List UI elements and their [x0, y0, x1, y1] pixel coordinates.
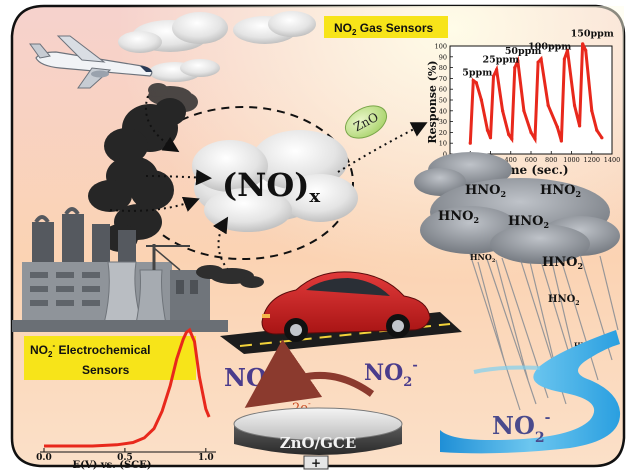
car-smoke [196, 265, 264, 288]
gas-data-point [494, 68, 499, 72]
gas-data-point [491, 74, 496, 78]
voltammetry-x-tick-label: 0.0 [36, 453, 52, 463]
gas-data-point [474, 81, 478, 85]
gas-data-point [513, 66, 517, 70]
gas-concentration-label: 25ppm [483, 55, 520, 66]
hno2-label: HNO2 [438, 209, 479, 225]
svg-text:NO2- Electrochemical: NO2- Electrochemical [30, 341, 151, 359]
gas-data-point [595, 128, 599, 132]
gas-y-tick-label: 60 [439, 86, 447, 94]
echem-sensor-title: NO2- Electrochemical Sensors [24, 336, 196, 380]
dotted-arrows [109, 95, 428, 271]
gas-y-tick-label: 90 [439, 53, 447, 61]
gas-data-point [578, 124, 582, 128]
voltammetry-curve [44, 327, 211, 448]
gas-data-point [536, 60, 540, 64]
voltammetry-chart: 0.0 0.5 1.0 E(V) vs. (SCE) [36, 327, 216, 471]
gas-data-point [590, 109, 594, 113]
river [440, 330, 621, 454]
svg-text:NO2 Gas Sensors: NO2 Gas Sensors [334, 21, 433, 37]
gas-data-point [559, 139, 563, 143]
hno2-label: HNO2 [542, 255, 583, 271]
gas-data-point [546, 103, 550, 107]
gas-data-point [510, 137, 514, 141]
river-no2-label: NO2- [492, 410, 551, 446]
airplane-icon [29, 35, 153, 89]
gas-x-tick-label: 1200 [583, 156, 600, 164]
svg-text:Sensors: Sensors [82, 363, 130, 377]
gas-data-point [501, 109, 505, 113]
svg-text:ZnO/GCE: ZnO/GCE [280, 434, 357, 452]
conversion-arrow [244, 339, 375, 408]
hno2-label: HNO2 [470, 252, 496, 264]
gas-x-tick-label: 1400 [604, 156, 621, 164]
gas-x-tick-label: 400 [505, 156, 517, 164]
zno-badge: ZnO [344, 105, 388, 139]
gas-y-axis-label: Response (%) [426, 60, 439, 143]
electrode-disc: ZnO/GCE + [233, 407, 403, 470]
rain-clouds [414, 152, 620, 264]
gas-y-tick-label: 70 [439, 75, 447, 83]
gas-data-point [581, 42, 585, 46]
hno2-label: HNO2 [465, 183, 506, 199]
gas-y-tick-label: 40 [439, 107, 447, 115]
voltammetry-x-tick-label: 1.0 [198, 453, 214, 463]
gas-data-point [468, 141, 472, 145]
gas-data-point [516, 59, 520, 63]
no2-ion-label: NO2- [364, 358, 418, 390]
gas-data-point [529, 130, 533, 134]
gas-y-tick-label: 50 [439, 97, 447, 105]
voltammetry-x-axis-label: E(V) vs. (SCE) [73, 460, 152, 471]
voltammetry-x-tick-label: 0.5 [117, 453, 133, 463]
gas-data-point [584, 48, 588, 52]
gas-data-point [533, 137, 537, 141]
gas-y-tick-label: 20 [439, 129, 447, 137]
hno2-label: HNO2 [540, 183, 581, 199]
gas-data-point [488, 136, 493, 140]
gas-x-tick-label: 1000 [563, 156, 580, 164]
car-icon [261, 271, 431, 342]
gas-data-point [522, 109, 526, 113]
gas-concentration-label: 150ppm [571, 29, 614, 40]
factory [12, 207, 228, 332]
hno2-label: HNO2 [548, 294, 580, 307]
gas-y-tick-label: 10 [439, 140, 447, 148]
gas-y-tick-label: 0 [443, 151, 447, 159]
gas-x-tick-label: 600 [525, 156, 537, 164]
gas-x-axis-label: Time (sec.) [493, 163, 568, 177]
gas-data-point [507, 132, 511, 137]
gas-data-point [479, 98, 483, 102]
gas-x-tick-label: 800 [545, 156, 557, 164]
gas-concentration-label: 5ppm [462, 68, 492, 79]
gas-data-point [555, 125, 559, 129]
gas-data-point [565, 48, 570, 52]
svg-text:+: + [311, 456, 321, 470]
nox-label: (NO)x [222, 166, 320, 207]
hno2-labels: HNO2 HNO2 HNO2 HNO2 HNO2 HNO2 HNO2 HNO2 [438, 183, 597, 352]
gas-data-point [485, 128, 490, 132]
hno2-label: HNO2 [508, 214, 549, 230]
gas-data-point [539, 57, 543, 61]
gas-concentration-label: 50ppm [505, 46, 542, 57]
gas-concentration-label: 100ppm [528, 42, 571, 53]
gas-data-point [600, 136, 604, 140]
gas-y-tick-label: 30 [439, 118, 447, 126]
gas-data-point [562, 57, 567, 61]
gas-data-point [572, 103, 577, 107]
top-clouds [118, 11, 316, 82]
factory-smoke [88, 98, 186, 252]
gas-y-tick-label: 80 [439, 64, 447, 72]
gas-data-point [471, 78, 475, 83]
gas-sensor-title: NO2 Gas Sensors [324, 16, 448, 38]
gas-y-tick-label: 100 [435, 43, 447, 51]
